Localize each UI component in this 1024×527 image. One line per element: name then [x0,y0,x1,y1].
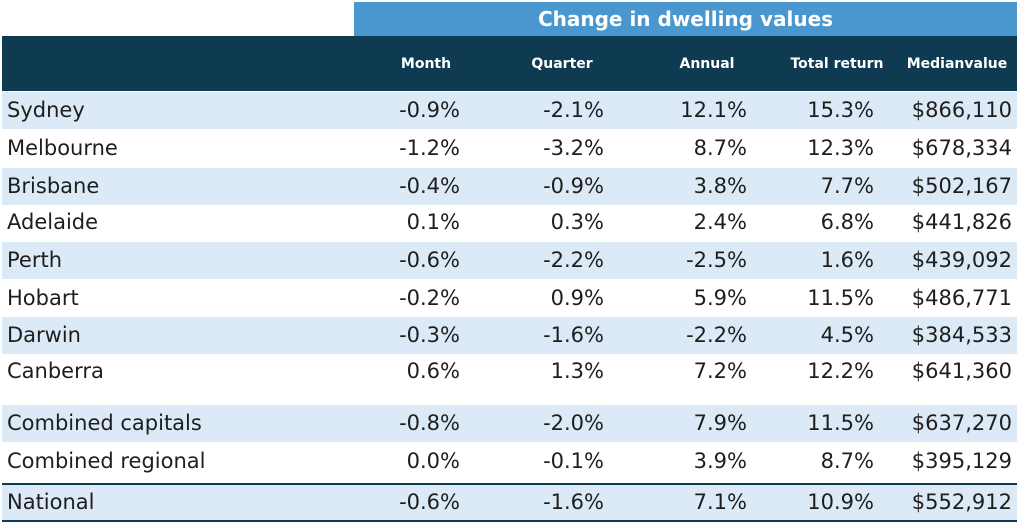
cell-total-return: 11.5% [807,286,874,310]
row-name: Darwin [7,323,81,347]
cell-quarter: -2.2% [543,248,604,272]
cell-month: 0.6% [406,359,460,383]
row-name: Combined regional [7,449,206,473]
cell-median-value: $637,270 [911,411,1012,435]
cell-month: -0.6% [399,248,460,272]
cell-quarter: -2.0% [543,411,604,435]
cell-annual: 3.8% [693,174,747,198]
cell-month: -0.2% [399,286,460,310]
row-name: Hobart [7,286,79,310]
table-row: Brisbane -0.4% -0.9% 3.8% 7.7% $502,167 [2,168,1017,205]
cell-median-value: $678,334 [911,136,1012,160]
table-row: Perth -0.6% -2.2% -2.5% 1.6% $439,092 [2,242,1017,279]
national-top-rule [2,483,1017,485]
cell-month: -0.9% [399,98,460,122]
table-row: Adelaide 0.1% 0.3% 2.4% 6.8% $441,826 [2,204,1017,241]
column-header-row: Month Quarter Annual Total return Median… [2,36,1017,91]
cell-annual: 5.9% [693,286,747,310]
table-row: Melbourne -1.2% -3.2% 8.7% 12.3% $678,33… [2,130,1017,167]
cell-quarter: -2.1% [543,98,604,122]
cell-month: 0.0% [406,449,460,473]
table-row: Combined capitals -0.8% -2.0% 7.9% 11.5%… [2,405,1017,442]
cell-total-return: 7.7% [820,174,874,198]
cell-median-value: $441,826 [911,210,1012,234]
row-name: Brisbane [7,174,100,198]
cell-annual: 2.4% [693,210,747,234]
column-header-total-return: Total return [790,55,884,72]
cell-quarter: -0.1% [543,449,604,473]
cell-median-value: $384,533 [911,323,1012,347]
table-row-national: National -0.6% -1.6% 7.1% 10.9% $552,912 [2,485,1017,520]
cell-total-return: 12.3% [807,136,874,160]
row-name: Combined capitals [7,411,202,435]
column-header-median-line1: Median [906,55,965,72]
cell-quarter: -1.6% [543,490,604,514]
cell-month: -1.2% [399,136,460,160]
cell-annual: 3.9% [693,449,747,473]
column-header-median-line2: value [964,55,1008,72]
cell-total-return: 11.5% [807,411,874,435]
group-header: Change in dwelling values [354,2,1017,36]
cell-month: -0.6% [399,490,460,514]
cell-annual: 7.1% [693,490,747,514]
row-name: Perth [7,248,63,272]
row-name: Adelaide [7,210,99,234]
cell-total-return: 10.9% [807,490,874,514]
table-row: Darwin -0.3% -1.6% -2.2% 4.5% $384,533 [2,317,1017,354]
cell-quarter: -0.9% [543,174,604,198]
cell-median-value: $866,110 [911,98,1012,122]
row-name: Melbourne [7,136,118,160]
cell-annual: 8.7% [693,136,747,160]
cell-quarter: -1.6% [543,323,604,347]
table-row: Combined regional 0.0% -0.1% 3.9% 8.7% $… [2,443,1017,480]
cell-quarter: 0.3% [550,210,604,234]
column-header-annual: Annual [679,55,735,72]
row-name: Canberra [7,359,104,383]
cell-quarter: -3.2% [543,136,604,160]
row-name: Sydney [7,98,85,122]
cell-median-value: $439,092 [911,248,1012,272]
cell-median-value: $641,360 [911,359,1012,383]
cell-annual: 7.9% [693,411,747,435]
national-bottom-rule [2,520,1017,522]
table-row: Canberra 0.6% 1.3% 7.2% 12.2% $641,360 [2,353,1017,390]
cell-total-return: 1.6% [820,248,874,272]
cell-annual: -2.2% [686,323,747,347]
cell-total-return: 8.7% [820,449,874,473]
cell-median-value: $552,912 [911,490,1012,514]
cell-quarter: 1.3% [550,359,604,383]
cell-total-return: 4.5% [820,323,874,347]
column-header-month: Month [400,55,452,72]
cell-total-return: 12.2% [807,359,874,383]
cell-median-value: $502,167 [911,174,1012,198]
cell-total-return: 15.3% [807,98,874,122]
cell-annual: 12.1% [680,98,747,122]
cell-median-value: $395,129 [911,449,1012,473]
cell-month: -0.3% [399,323,460,347]
table-row: Sydney -0.9% -2.1% 12.1% 15.3% $866,110 [2,92,1017,129]
cell-median-value: $486,771 [911,286,1012,310]
row-name: National [7,490,95,514]
cell-month: 0.1% [406,210,460,234]
table-row: Hobart -0.2% 0.9% 5.9% 11.5% $486,771 [2,280,1017,317]
cell-month: -0.4% [399,174,460,198]
cell-annual: -2.5% [686,248,747,272]
column-header-quarter: Quarter [531,55,593,72]
cell-month: -0.8% [399,411,460,435]
cell-annual: 7.2% [693,359,747,383]
cell-quarter: 0.9% [550,286,604,310]
column-header-median-value: Median value [902,36,1012,91]
cell-total-return: 6.8% [820,210,874,234]
